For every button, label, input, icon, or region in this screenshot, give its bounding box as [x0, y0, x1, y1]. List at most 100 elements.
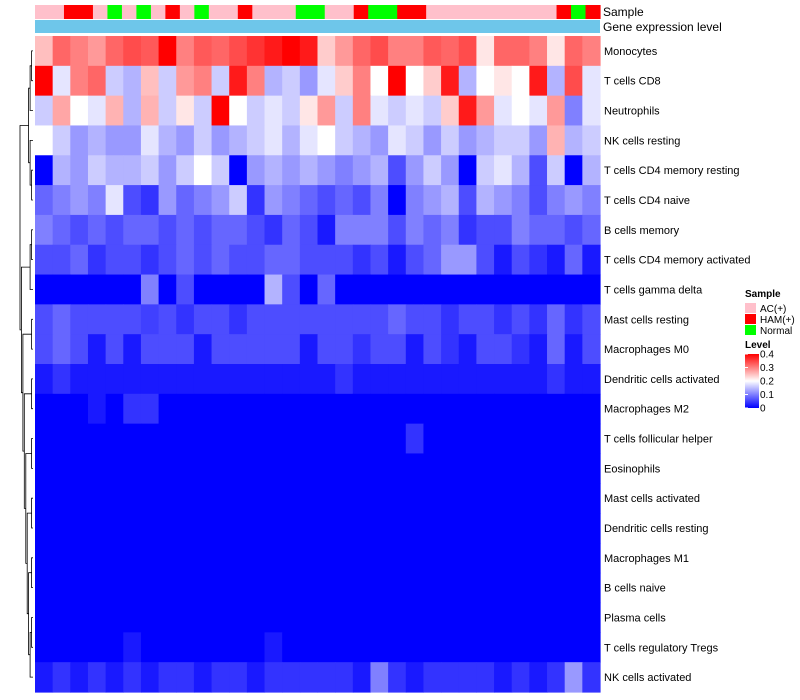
- heatmap-cell: [317, 274, 336, 305]
- heatmap-cell: [35, 125, 54, 156]
- heatmap-cell: [529, 364, 548, 395]
- heatmap-cell: [158, 542, 177, 574]
- heatmap-cell: [123, 36, 142, 67]
- heatmap-cell: [264, 65, 283, 97]
- heatmap-cell: [211, 662, 230, 693]
- heatmap-cell: [458, 423, 478, 455]
- heatmap-cell: [299, 125, 319, 156]
- heatmap-cell: [70, 393, 89, 425]
- heatmap-cell: [211, 483, 230, 514]
- heatmap-cell: [176, 185, 195, 216]
- heatmap-cell: [52, 155, 71, 186]
- heatmap-cell: [176, 393, 195, 425]
- heatmap-cell: [335, 214, 354, 246]
- heatmap-cell: [582, 364, 601, 395]
- heatmap-cell: [317, 662, 336, 693]
- heatmap-cell: [476, 542, 495, 574]
- heatmap-cell: [246, 125, 266, 156]
- heatmap-cell: [87, 393, 107, 425]
- heatmap-cell: [299, 662, 319, 693]
- heatmap-cell: [335, 602, 354, 633]
- heatmap-cell: [282, 662, 301, 693]
- heatmap-cell: [423, 334, 442, 365]
- heatmap-cell: [370, 364, 389, 395]
- heatmap-cell: [229, 304, 248, 335]
- heatmap-cell: [494, 483, 513, 514]
- heatmap-cell: [264, 542, 283, 574]
- heatmap-cell: [105, 65, 124, 97]
- sample-annotation-cell: [78, 5, 94, 19]
- heatmap-cell: [193, 393, 213, 425]
- heatmap-cell: [494, 423, 513, 455]
- sample-legend-label: Normal: [760, 326, 792, 337]
- heatmap-cell: [211, 244, 230, 276]
- heatmap-cell: [529, 662, 548, 693]
- heatmap-cell: [282, 602, 301, 633]
- heatmap-cell: [140, 602, 160, 633]
- heatmap-cell: [547, 423, 566, 455]
- heatmap-cell: [317, 214, 336, 246]
- heatmap-cell: [405, 393, 425, 425]
- heatmap-cell: [123, 185, 142, 216]
- heatmap-cell: [529, 36, 548, 67]
- heatmap-cell: [405, 572, 425, 604]
- heatmap-cell: [193, 244, 213, 276]
- heatmap-cell: [494, 304, 513, 335]
- heatmap-cell: [370, 274, 389, 305]
- heatmap-cell: [211, 393, 230, 425]
- heatmap-cell: [140, 393, 160, 425]
- heatmap-cell: [547, 155, 566, 186]
- row-label: T cells CD4 memory activated: [604, 255, 751, 267]
- heatmap-cell: [264, 483, 283, 514]
- heatmap-cell: [246, 423, 266, 455]
- heatmap-cell: [246, 155, 266, 186]
- heatmap-cell: [282, 36, 301, 67]
- heatmap-cell: [582, 244, 601, 276]
- heatmap-cell: [35, 662, 54, 693]
- heatmap-cell: [229, 393, 248, 425]
- heatmap-cell: [123, 572, 142, 604]
- heatmap-cell: [52, 304, 71, 335]
- heatmap-cell: [193, 364, 213, 395]
- heatmap-cell: [335, 662, 354, 693]
- heatmap-cell: [158, 185, 177, 216]
- dendrogram-branch: [31, 497, 33, 529]
- heatmap-cell: [511, 572, 530, 604]
- heatmap-cell: [547, 214, 566, 246]
- heatmap-cell: [299, 95, 319, 127]
- heatmap-cell: [158, 572, 177, 604]
- heatmap-cell: [264, 632, 283, 663]
- heatmap-cell: [582, 95, 601, 127]
- heatmap-cell: [529, 572, 548, 604]
- heatmap-cell: [264, 125, 283, 156]
- row-labels: Monocytes T cells CD8 Neutrophils NK cells …: [604, 46, 751, 684]
- heatmap-cell: [282, 632, 301, 663]
- heatmap-cell: [123, 423, 142, 455]
- heatmap-cell: [335, 393, 354, 425]
- heatmap-cell: [193, 513, 213, 544]
- heatmap-cell: [352, 334, 372, 365]
- heatmap-cell: [564, 513, 583, 544]
- heatmap-cell: [105, 662, 124, 693]
- heatmap-cell: [511, 185, 530, 216]
- heatmap-cell: [370, 662, 389, 693]
- heatmap-cell: [246, 513, 266, 544]
- heatmap-cell: [564, 214, 583, 246]
- heatmap-cell: [441, 214, 460, 246]
- heatmap-cell: [529, 304, 548, 335]
- heatmap-cell: [193, 542, 213, 574]
- heatmap-cell: [246, 632, 266, 663]
- heatmap-cell: [405, 304, 425, 335]
- heatmap-cell: [388, 662, 407, 693]
- heatmap-cell: [158, 453, 177, 484]
- heatmap-cell: [229, 155, 248, 186]
- heatmap-cell: [423, 65, 442, 97]
- heatmap-cell: [87, 334, 107, 365]
- heatmap-cell: [299, 304, 319, 335]
- sample-legend-title: Sample: [745, 289, 781, 300]
- heatmap-cell: [388, 36, 407, 67]
- sample-legend-swatch: [745, 303, 756, 313]
- heatmap-cell: [176, 65, 195, 97]
- sample-annotation-cell: [397, 5, 413, 19]
